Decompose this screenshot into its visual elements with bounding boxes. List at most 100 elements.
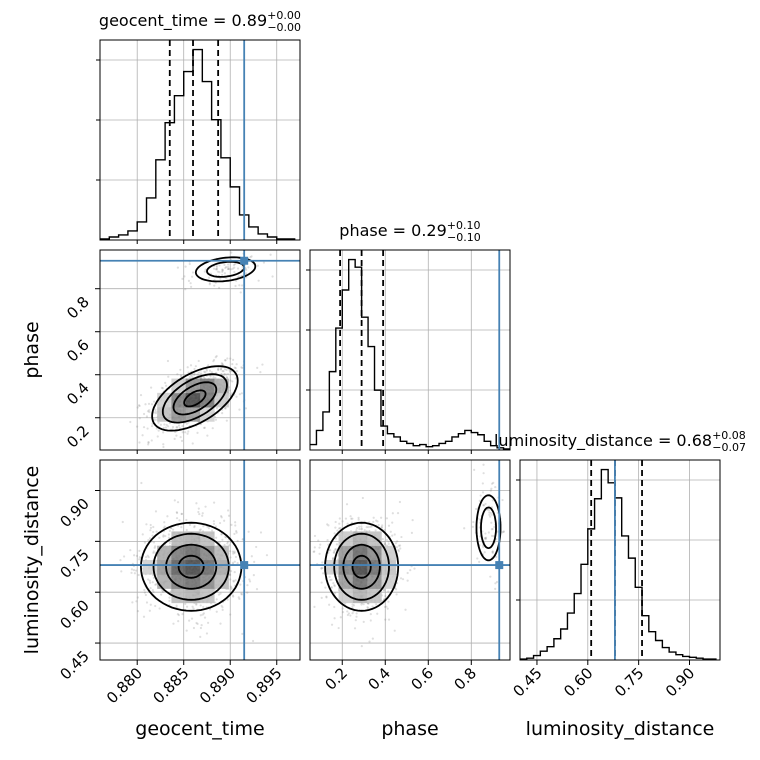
sample-point <box>178 519 181 522</box>
sample-point <box>164 426 168 429</box>
sample-point <box>147 555 150 559</box>
sample-point <box>361 496 364 500</box>
sample-point <box>215 265 218 269</box>
sample-point <box>193 372 196 376</box>
sample-point <box>262 261 266 264</box>
sample-point <box>154 418 157 421</box>
sample-point <box>493 525 496 529</box>
sample-point <box>148 410 151 414</box>
sample-point <box>164 534 167 538</box>
sample-point <box>411 519 414 522</box>
sample-point <box>187 371 190 374</box>
sample-point <box>177 620 180 623</box>
sample-point <box>235 370 239 373</box>
sample-point <box>157 421 160 424</box>
sample-point <box>197 373 200 377</box>
sample-point <box>216 368 220 371</box>
sample-point <box>332 581 335 585</box>
title-minus: −0.07 <box>712 441 746 454</box>
sample-point <box>148 409 151 412</box>
sample-point <box>143 591 146 594</box>
sample-point <box>190 617 194 620</box>
sample-point <box>138 404 141 408</box>
xtick-label-phase: 0.6 <box>408 664 438 694</box>
sample-point <box>369 619 372 622</box>
contour-line <box>333 532 390 601</box>
sample-point <box>225 373 228 376</box>
sample-point <box>221 412 224 415</box>
density-cell <box>185 560 201 575</box>
sample-point <box>204 371 207 374</box>
sample-point <box>185 528 188 532</box>
sample-point <box>400 535 403 539</box>
sample-point <box>351 605 354 609</box>
sample-point <box>130 568 134 571</box>
sample-point <box>211 427 214 430</box>
sample-point <box>162 426 165 430</box>
title-text: geocent_time = 0.89 <box>99 11 267 31</box>
sample-point <box>152 590 155 594</box>
sample-point <box>393 629 396 632</box>
sample-point <box>239 583 242 586</box>
sample-point <box>215 268 218 271</box>
sample-point <box>387 540 390 543</box>
sample-point <box>252 574 255 577</box>
sample-point <box>371 605 374 608</box>
sample-point <box>406 579 409 582</box>
sample-point <box>139 393 143 397</box>
sample-point <box>330 623 334 626</box>
sample-point <box>179 436 182 439</box>
sample-point <box>203 270 206 273</box>
sample-point <box>143 588 146 592</box>
ylabel-luminosity_distance: luminosity_distance <box>21 466 43 655</box>
sample-point <box>213 284 216 287</box>
sample-point <box>205 369 208 372</box>
sample-point <box>181 613 184 616</box>
sample-point <box>212 501 216 504</box>
title-text: phase = 0.29 <box>339 221 446 240</box>
sample-point <box>198 512 201 516</box>
contour-line <box>165 543 218 590</box>
sample-point <box>216 270 219 273</box>
sample-point <box>484 538 487 541</box>
sample-point <box>369 613 372 616</box>
sample-point <box>155 427 158 430</box>
sample-point <box>382 588 385 591</box>
sample-point <box>221 270 224 273</box>
sample-point <box>153 400 156 403</box>
sample-point <box>199 626 203 630</box>
sample-point <box>494 485 497 489</box>
sample-point <box>481 491 485 494</box>
sample-point <box>293 504 295 506</box>
contour-line <box>177 554 205 579</box>
sample-point <box>158 607 161 610</box>
title-minus: −0.10 <box>447 231 481 244</box>
sample-point <box>230 251 233 254</box>
sample-point <box>161 589 164 592</box>
sample-point <box>162 445 165 449</box>
sample-point <box>138 417 141 420</box>
sample-point <box>154 510 158 513</box>
sample-point <box>188 523 192 527</box>
sample-point <box>367 607 370 610</box>
ytick-label-phase: 0.8 <box>63 293 93 323</box>
sample-point <box>162 526 165 529</box>
sample-point <box>130 571 133 574</box>
sample-point <box>495 580 499 584</box>
sample-point <box>142 615 146 618</box>
sample-point <box>176 501 180 504</box>
sample-point <box>233 560 236 563</box>
sample-point <box>331 557 335 560</box>
sample-point <box>358 525 361 528</box>
sample-point <box>149 581 152 584</box>
density-cell <box>185 531 201 547</box>
sample-point <box>197 510 200 514</box>
sample-point <box>391 521 394 524</box>
title-plus: +0.10 <box>447 219 481 232</box>
sample-point <box>148 609 151 612</box>
sample-point <box>246 584 249 587</box>
sample-point <box>166 515 169 518</box>
sample-point <box>210 529 214 532</box>
sample-point <box>325 596 328 599</box>
sample-point <box>223 543 226 547</box>
